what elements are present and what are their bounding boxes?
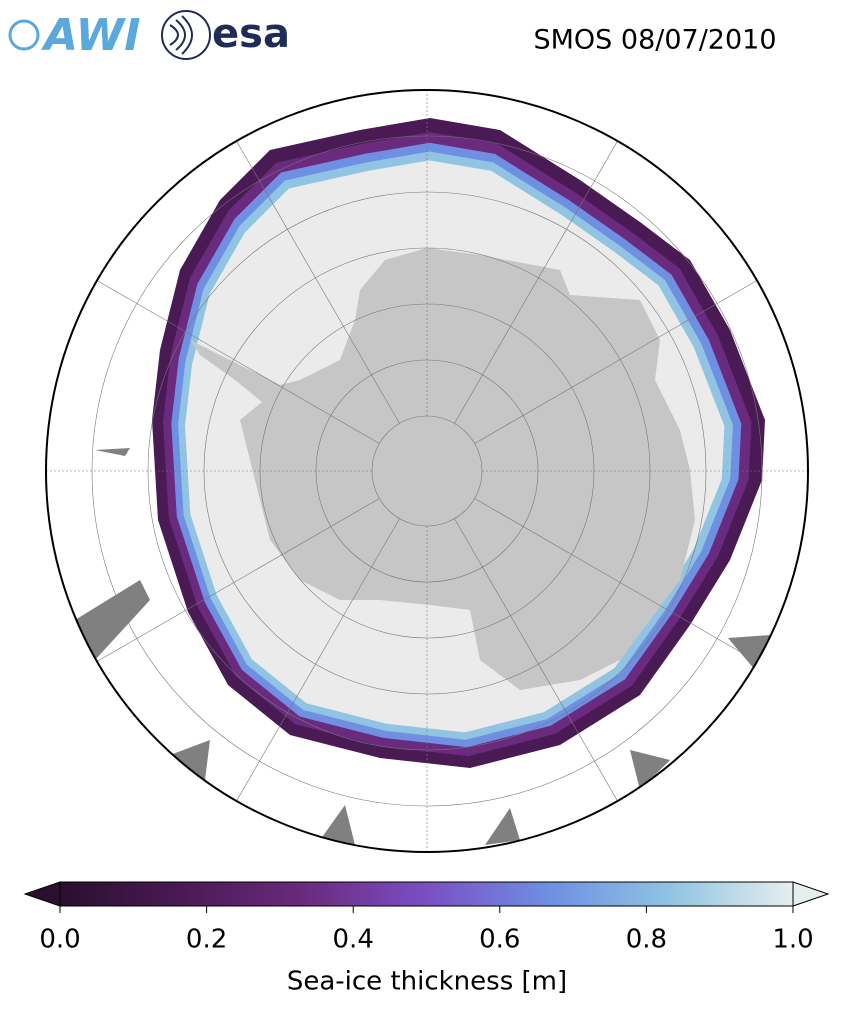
map [46, 90, 808, 852]
title: SMOS 08/07/2010 [533, 25, 776, 56]
colorbar-extend-high [792, 881, 830, 907]
longitude-line [474, 498, 758, 662]
logo-text: AWI [41, 10, 141, 61]
colorbar [23, 881, 830, 913]
colorbar-tick-label: 0.4 [333, 925, 374, 955]
longitude-line [236, 140, 400, 424]
colorbar-tick-label: 0.0 [39, 925, 80, 955]
longitude-line [454, 518, 618, 802]
longitude-line [236, 518, 400, 802]
longitude-line [474, 280, 758, 444]
colorbar-tick-label: 0.8 [626, 925, 667, 955]
longitude-line [454, 140, 618, 424]
awi-logo: AWI [8, 10, 141, 61]
map-border [45, 89, 809, 853]
logo-text: esa [212, 11, 290, 57]
colorbar-tick-label: 0.2 [186, 925, 227, 955]
graticule [46, 90, 808, 852]
colorbar-tick-label: 1.0 [772, 925, 813, 955]
antarctica [190, 248, 695, 690]
longitude-line [96, 498, 380, 662]
colorbar-gradient [60, 882, 793, 906]
esa-logo: esa [161, 10, 290, 60]
land-shapes [75, 448, 770, 845]
colorbar-frame [59, 881, 794, 907]
colorbar-extend-low [23, 881, 61, 907]
colorbar-label: Sea-ice thickness [m] [287, 967, 567, 997]
longitude-line [96, 280, 380, 444]
colorbar-tick-label: 0.6 [479, 925, 520, 955]
